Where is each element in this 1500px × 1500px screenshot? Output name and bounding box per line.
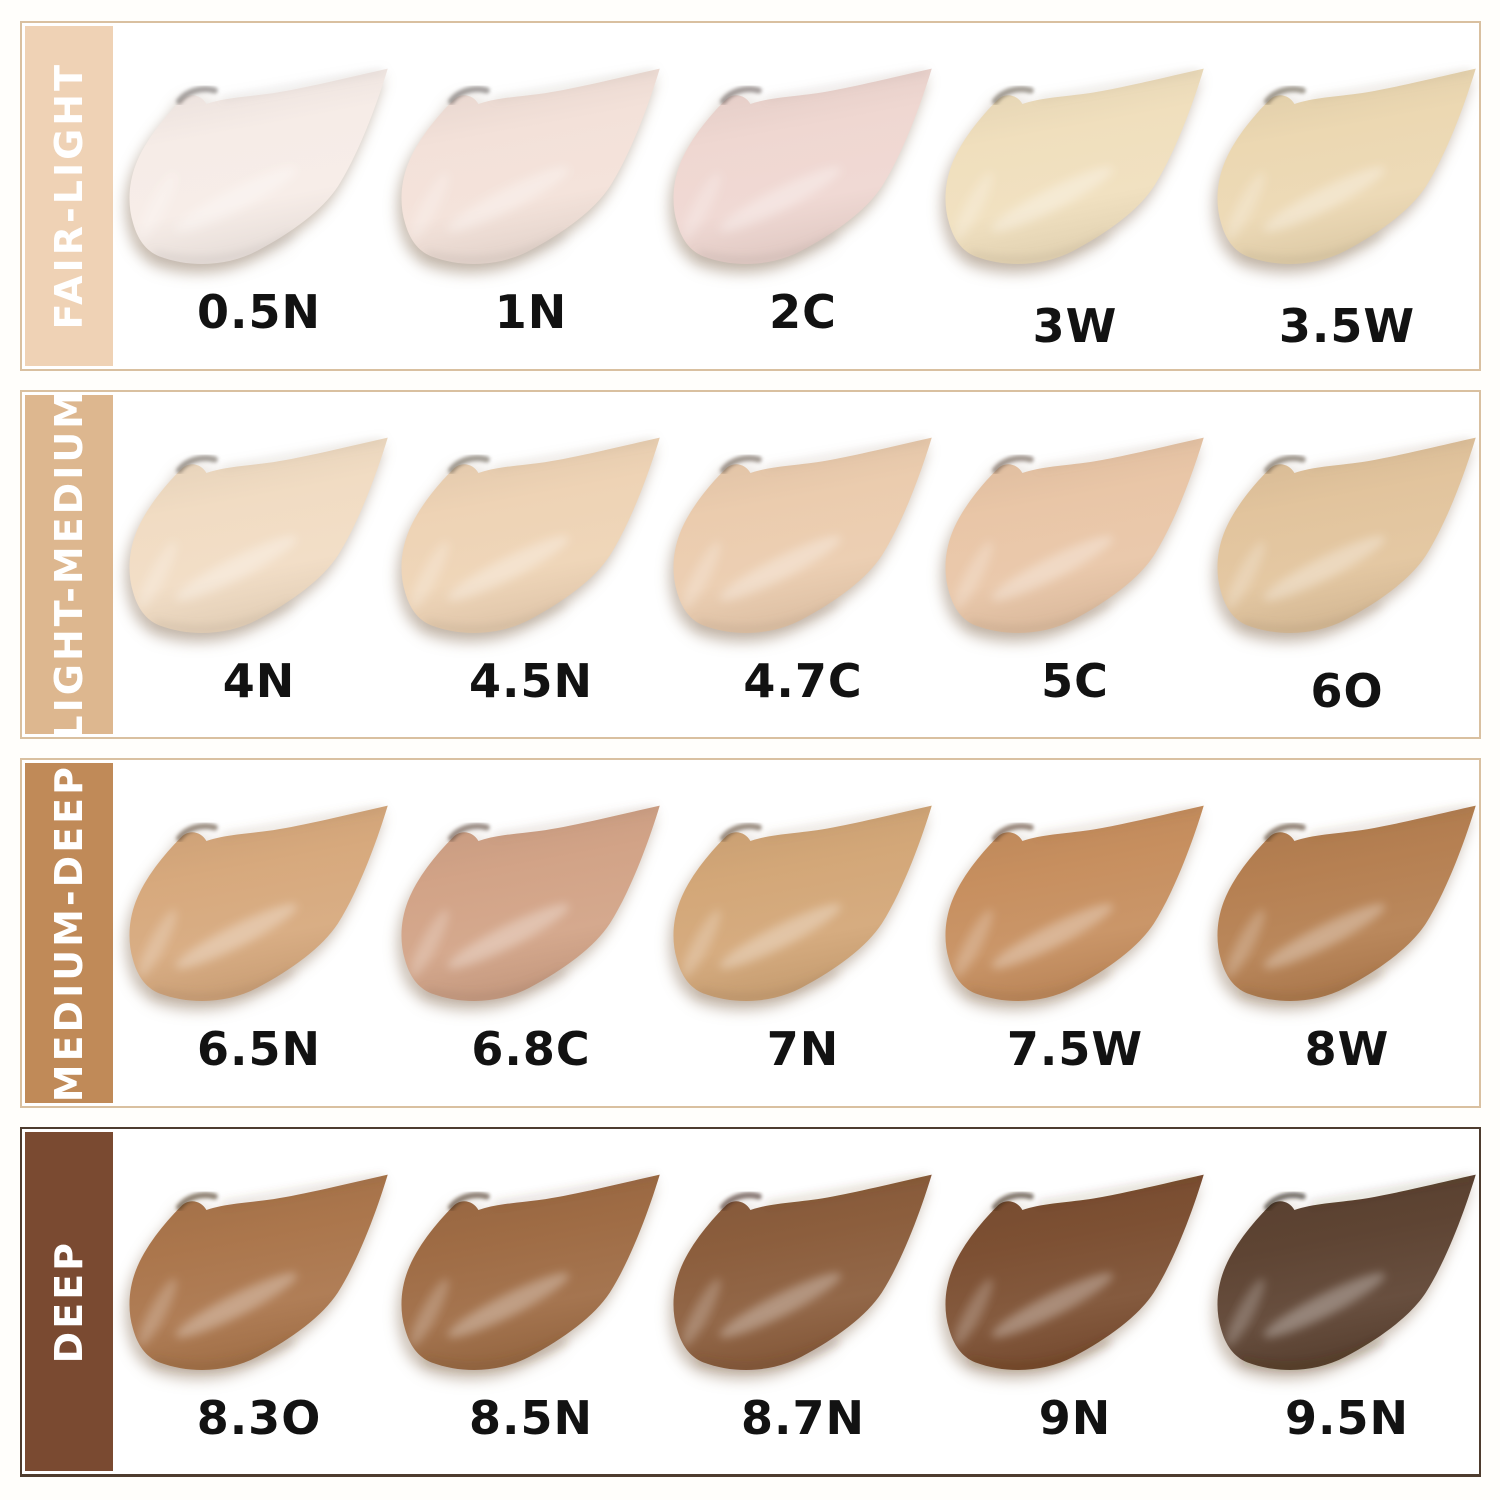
smear-graphic <box>401 68 660 264</box>
smear-graphic <box>673 805 932 1001</box>
smear-graphic <box>1217 68 1476 264</box>
swatch-cell: 4N <box>123 392 395 738</box>
foundation-smear <box>123 432 395 650</box>
foundation-smear <box>667 63 939 281</box>
swatch-cell: 8.3O <box>123 1129 395 1475</box>
shade-label: 1N <box>494 285 568 339</box>
foundation-smear <box>939 432 1211 650</box>
category-label: FAIR-LIGHT <box>47 62 91 330</box>
smear-graphic <box>1217 805 1476 1001</box>
swatch-cells: 4N 4.5N <box>113 392 1479 738</box>
swatch-cell: 4.7C <box>667 392 939 738</box>
shade-row: LIGHT-MEDIUM 4N <box>20 389 1481 739</box>
shade-label: 8W <box>1304 1022 1390 1076</box>
swatch-cell: 3W <box>939 23 1211 369</box>
foundation-smear <box>395 432 667 650</box>
smear-graphic <box>401 805 660 1001</box>
foundation-smear <box>1211 432 1479 650</box>
smear-graphic <box>1217 437 1476 633</box>
foundation-smear <box>123 63 395 281</box>
foundation-smear <box>939 63 1211 281</box>
shade-label: 6O <box>1310 663 1384 718</box>
smear-graphic <box>129 805 388 1001</box>
shade-label: 9N <box>1038 1390 1112 1445</box>
shade-label: 8.3O <box>196 1390 322 1445</box>
swatch-cell: 9N <box>939 1129 1211 1475</box>
smear-graphic <box>673 68 932 264</box>
swatch-cell: 6O <box>1211 392 1479 738</box>
foundation-smear <box>1211 63 1479 281</box>
swatch-cell: 1N <box>395 23 667 369</box>
foundation-smear <box>939 1169 1211 1387</box>
swatch-cell: 7N <box>667 760 939 1106</box>
smear-graphic <box>945 437 1204 633</box>
shade-label: 6.8C <box>471 1022 591 1076</box>
shade-label: 2C <box>769 285 837 339</box>
swatch-cell: 8.5N <box>395 1129 667 1475</box>
foundation-smear <box>1211 800 1479 1018</box>
swatch-cell: 8.7N <box>667 1129 939 1475</box>
swatch-cell: 4.5N <box>395 392 667 738</box>
category-band: DEEP <box>25 1131 113 1471</box>
smear-graphic <box>129 68 388 264</box>
foundation-smear <box>1211 1169 1479 1387</box>
smear-graphic <box>401 437 660 633</box>
swatch-cell: 9.5N <box>1211 1129 1479 1475</box>
shade-label: 0.5N <box>197 285 321 339</box>
foundation-smear <box>667 432 939 650</box>
shade-row: FAIR-LIGHT 0.5N <box>20 21 1481 371</box>
category-label: MEDIUM-DEEP <box>47 763 91 1102</box>
shade-label: 7.5W <box>1006 1022 1144 1076</box>
swatch-cell: 5C <box>939 392 1211 738</box>
foundation-smear <box>123 1169 395 1387</box>
shade-label: 9.5N <box>1285 1390 1409 1445</box>
swatch-cell: 0.5N <box>123 23 395 369</box>
swatch-cell: 2C <box>667 23 939 369</box>
swatch-cell: 3.5W <box>1211 23 1479 369</box>
foundation-smear <box>667 1169 939 1387</box>
shade-label: 5C <box>1041 653 1109 708</box>
foundation-smear <box>395 1169 667 1387</box>
smear-graphic <box>945 1174 1204 1370</box>
shade-row: DEEP 8.3O <box>20 1126 1481 1477</box>
category-band: FAIR-LIGHT <box>25 26 113 366</box>
shade-label: 3.5W <box>1278 299 1416 353</box>
smear-graphic <box>673 437 932 633</box>
shade-label: 4N <box>222 653 296 708</box>
smear-graphic <box>945 805 1204 1001</box>
foundation-smear <box>939 800 1211 1018</box>
swatch-cell: 7.5W <box>939 760 1211 1106</box>
smear-graphic <box>129 1174 388 1370</box>
foundation-smear <box>395 800 667 1018</box>
swatch-cells: 8.3O 8.5N <box>113 1129 1479 1475</box>
category-band: MEDIUM-DEEP <box>25 763 113 1103</box>
shade-label: 6.5N <box>197 1022 321 1076</box>
shade-label: 8.7N <box>741 1390 865 1445</box>
swatch-cell: 8W <box>1211 760 1479 1106</box>
category-label: DEEP <box>47 1239 91 1363</box>
shade-label: 4.7C <box>743 653 863 708</box>
swatch-cell: 6.8C <box>395 760 667 1106</box>
shade-label: 8.5N <box>469 1390 593 1445</box>
category-label: LIGHT-MEDIUM <box>47 389 91 739</box>
smear-graphic <box>673 1174 932 1370</box>
category-band: LIGHT-MEDIUM <box>25 391 113 737</box>
swatch-cells: 6.5N 6.8C <box>113 760 1479 1106</box>
shade-label: 3W <box>1032 299 1118 353</box>
swatch-cell: 6.5N <box>123 760 395 1106</box>
shade-label: 4.5N <box>469 653 593 708</box>
foundation-smear <box>395 63 667 281</box>
shade-label: 7N <box>766 1022 840 1076</box>
shade-row: MEDIUM-DEEP 6.5N <box>20 758 1481 1108</box>
smear-graphic <box>1217 1174 1476 1370</box>
foundation-smear <box>667 800 939 1018</box>
smear-graphic <box>401 1174 660 1370</box>
smear-graphic <box>129 437 388 633</box>
swatch-cells: 0.5N 1N <box>113 23 1479 369</box>
foundation-smear <box>123 800 395 1018</box>
smear-graphic <box>945 68 1204 264</box>
